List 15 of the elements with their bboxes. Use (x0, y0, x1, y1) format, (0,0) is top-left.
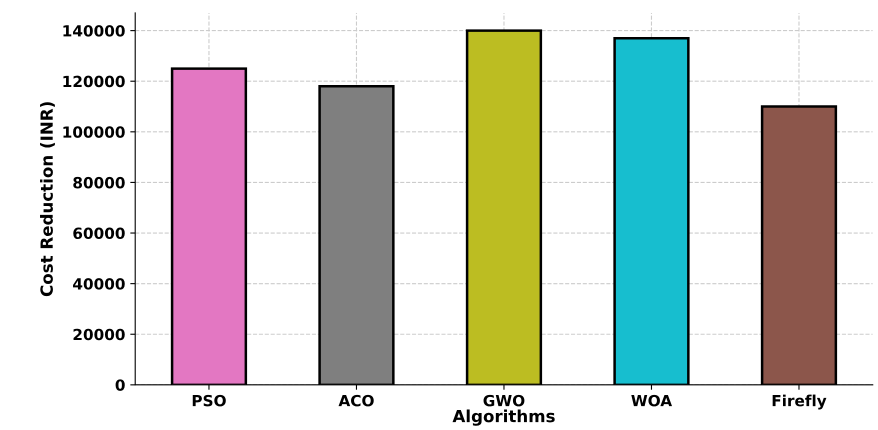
x-tick-label: PSO (192, 394, 226, 406)
y-tick-label: 40000 (73, 278, 125, 290)
x-tick-label: GWO (484, 394, 524, 406)
y-tick-label: 0 (116, 379, 125, 391)
x-axis-title: Algorithms (452, 409, 555, 426)
y-tick-label: 120000 (63, 76, 125, 88)
y-tick-label: 20000 (74, 328, 125, 340)
y-tick-label: 140000 (63, 25, 125, 37)
y-tick-label: 100000 (63, 126, 125, 138)
y-tick-label: 60000 (73, 228, 125, 240)
x-tick-label: Firefly (772, 394, 826, 410)
x-tick-label: WOA (631, 394, 672, 406)
x-tick-label: ACO (338, 394, 374, 406)
y-axis-title: Cost Reduction (INR) (40, 102, 55, 296)
y-tick-label: 80000 (73, 176, 125, 188)
